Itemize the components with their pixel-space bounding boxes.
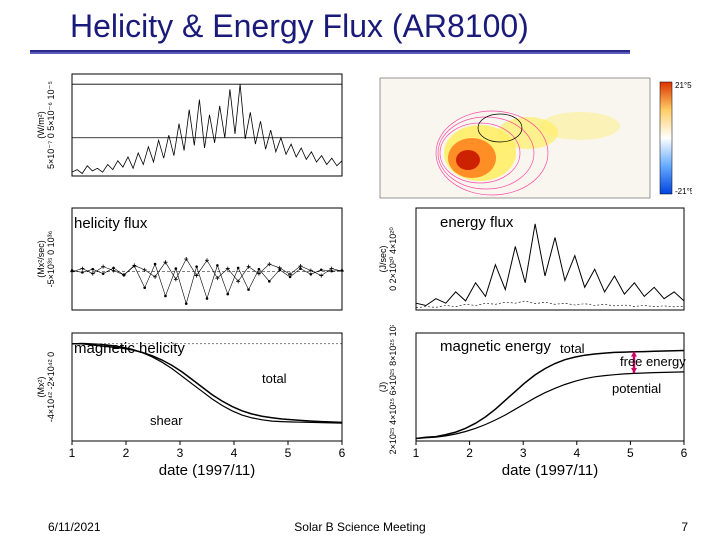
chart-top: (W/m²)5×10⁻⁷ 0 5×10⁻⁶ 10⁻⁵ bbox=[30, 70, 350, 182]
svg-text:(Mx²/sec)-5×10³⁵ 0 10³⁶: (Mx²/sec)-5×10³⁵ 0 10³⁶ bbox=[36, 230, 56, 287]
svg-text:5: 5 bbox=[285, 446, 292, 460]
title-bar: Helicity & Energy Flux (AR8100) bbox=[0, 0, 720, 56]
svg-text:(Mx²)-4×10⁴² -2×10⁴² 0: (Mx²)-4×10⁴² -2×10⁴² 0 bbox=[36, 352, 56, 422]
svg-text:shear: shear bbox=[150, 413, 183, 428]
svg-text:(J)2×10²⁵ 4×10²⁵ 6×10²⁵ 8×10²⁵: (J)2×10²⁵ 4×10²⁵ 6×10²⁵ 8×10²⁵ 10²⁶ bbox=[378, 325, 398, 454]
svg-text:1: 1 bbox=[413, 446, 420, 460]
panel-magnetic-helicity: total shear (Mx²)-4×10⁴² -2×10⁴² 0 1 2 3 4 5 6 da… bbox=[30, 325, 350, 480]
svg-text:6: 6 bbox=[339, 446, 346, 460]
svg-text:2: 2 bbox=[466, 446, 473, 460]
page-title: Helicity & Energy Flux (AR8100) bbox=[70, 8, 529, 45]
svg-text:date (1997/11): date (1997/11) bbox=[159, 462, 255, 479]
chart-energy-flux: (J/sec)0 2×10²⁰ 4×10²⁰ bbox=[372, 200, 692, 320]
footer-page: 7 bbox=[681, 520, 688, 534]
chart-magnetic-helicity: total shear (Mx²)-4×10⁴² -2×10⁴² 0 1 2 3 4 5 6 da… bbox=[30, 325, 350, 480]
svg-text:4: 4 bbox=[573, 446, 580, 460]
panel-magnetic-energy: total potential (J)2×10²⁵ 4×10²⁵ 6×10²⁵ 8×… bbox=[372, 325, 692, 480]
svg-text:-21°5: -21°5 bbox=[675, 187, 692, 196]
svg-text:2: 2 bbox=[123, 446, 130, 460]
panel-helicity-flux: (Mx²/sec)-5×10³⁵ 0 10³⁶ bbox=[30, 200, 350, 320]
panel-top: (W/m²)5×10⁻⁷ 0 5×10⁻⁶ 10⁻⁵ bbox=[30, 70, 350, 182]
svg-text:1: 1 bbox=[69, 446, 76, 460]
title-accent bbox=[30, 50, 630, 54]
svg-text:3: 3 bbox=[520, 446, 527, 460]
footer-meeting: Solar B Science Meeting bbox=[0, 520, 720, 534]
svg-text:total: total bbox=[262, 371, 287, 386]
svg-text:date (1997/11): date (1997/11) bbox=[502, 462, 598, 479]
svg-text:(W/m²)5×10⁻⁷ 0 5×10⁻⁶ 10: (W/m²)5×10⁻⁷ 0 5×10⁻⁶ 10⁻⁵ bbox=[36, 81, 56, 169]
panel-energy-flux: (J/sec)0 2×10²⁰ 4×10²⁰ bbox=[372, 200, 692, 320]
chart-helicity-flux: (Mx²/sec)-5×10³⁵ 0 10³⁶ bbox=[30, 200, 350, 320]
svg-text:6: 6 bbox=[681, 446, 688, 460]
svg-text:3: 3 bbox=[177, 446, 184, 460]
label-free-energy: free energy bbox=[620, 354, 686, 369]
svg-text:(J/sec)0 2×10²⁰ 4×10²⁰: (J/sec)0 2×10²⁰ 4×10²⁰ bbox=[378, 227, 398, 291]
svg-text:4: 4 bbox=[231, 446, 238, 460]
svg-text:5: 5 bbox=[627, 446, 634, 460]
solar-image: 21°5 -21°5 bbox=[372, 70, 692, 210]
svg-text:21°5: 21°5 bbox=[675, 81, 692, 90]
chart-magnetic-energy: total potential (J)2×10²⁵ 4×10²⁵ 6×10²⁵ 8×… bbox=[372, 325, 692, 480]
svg-text:total: total bbox=[560, 341, 585, 356]
svg-text:potential: potential bbox=[612, 381, 661, 396]
panel-solar-image: 21°5 -21°5 bbox=[372, 70, 692, 210]
